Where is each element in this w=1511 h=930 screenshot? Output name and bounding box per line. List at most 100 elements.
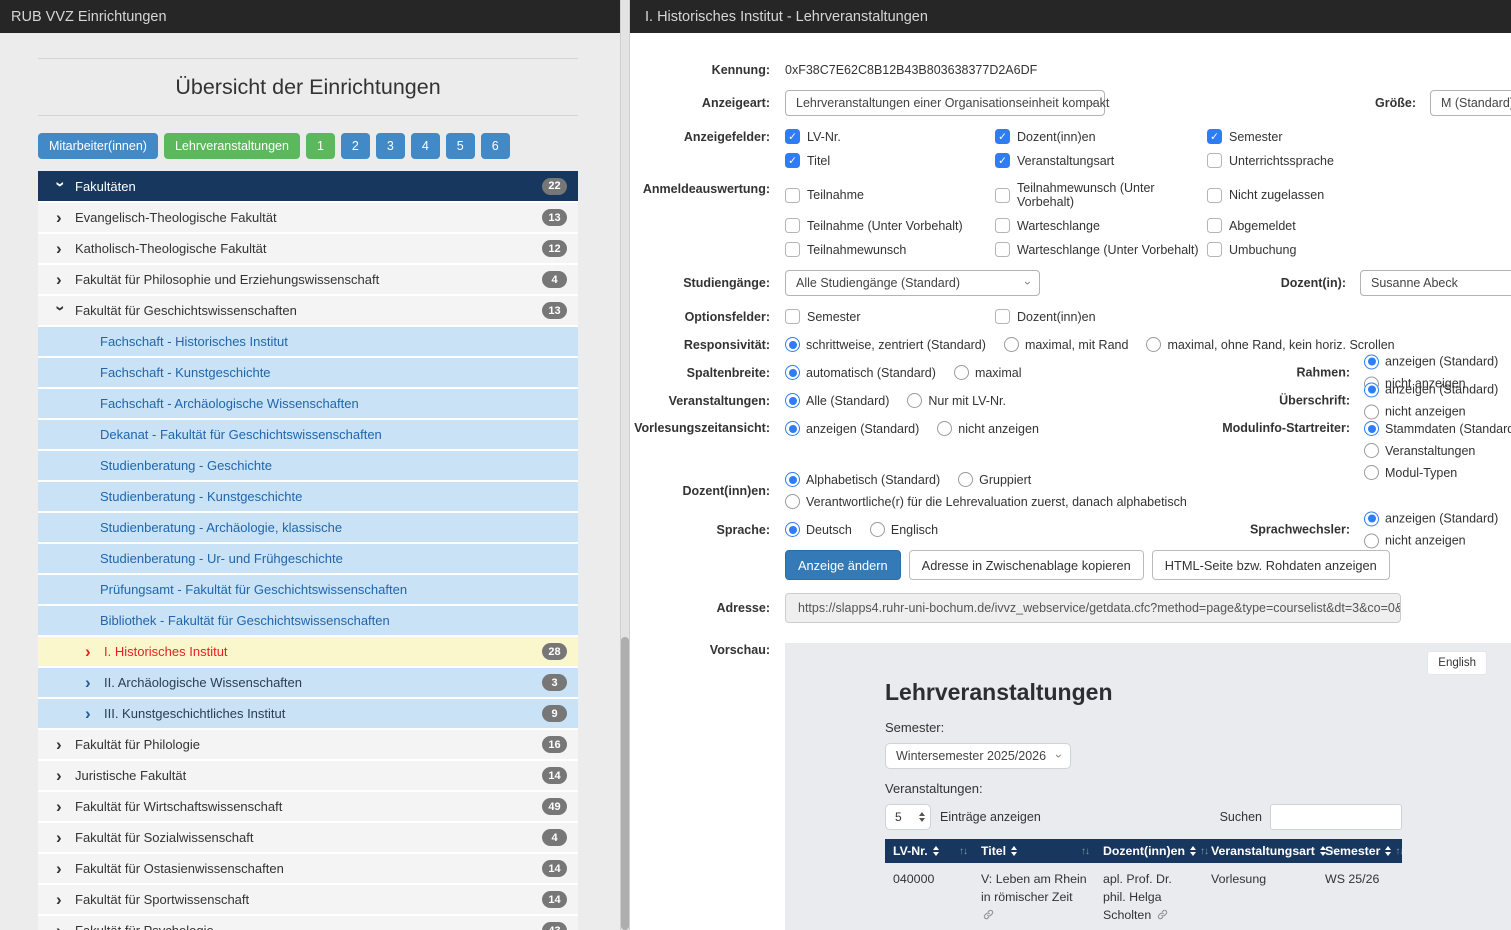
filter-button[interactable]: Lehrveranstaltungen: [163, 133, 300, 159]
checkbox[interactable]: [995, 129, 1010, 144]
radio-button[interactable]: [785, 494, 800, 509]
tree-item[interactable]: Bibliothek - Fakultät für Geschichtswiss…: [38, 606, 578, 635]
action-button[interactable]: Anzeige ändern: [785, 550, 901, 580]
scrollbar-thumb[interactable]: [621, 637, 629, 930]
tree-item[interactable]: › Juristische Fakultät 14: [38, 761, 578, 790]
radio-button[interactable]: [907, 393, 923, 408]
radio-button[interactable]: [953, 365, 969, 380]
studiengaenge-select[interactable]: Alle Studiengänge (Standard) ›: [785, 270, 1040, 296]
checkbox[interactable]: [785, 218, 800, 233]
tree-item[interactable]: Studienberatung - Ur- und Frühgeschichte: [38, 544, 578, 573]
table-column-header[interactable]: Titel ↑↓: [973, 839, 1095, 863]
radio-button[interactable]: [1364, 354, 1379, 369]
tree-item[interactable]: › Fakultät für Philosophie und Erziehungs…: [38, 265, 578, 294]
radio-button[interactable]: [1364, 443, 1379, 458]
tree-item[interactable]: › Fakultät für Wirtschaftswissenschaft 49: [38, 792, 578, 821]
tree-item[interactable]: Studienberatung - Kunstgeschichte: [38, 482, 578, 511]
filter-button[interactable]: 4: [410, 133, 440, 159]
action-button[interactable]: Adresse in Zwischenablage kopieren: [908, 550, 1144, 580]
checkbox[interactable]: [1207, 187, 1222, 203]
radio-button[interactable]: [1003, 337, 1019, 352]
tree-item[interactable]: › Fakultät für Geschichtswissenschaften 13: [38, 296, 578, 325]
checkbox[interactable]: [785, 309, 800, 324]
checkbox[interactable]: [1207, 153, 1222, 168]
radio-button[interactable]: [1364, 511, 1379, 526]
radio-button[interactable]: [958, 472, 974, 487]
radio-button[interactable]: [1364, 404, 1379, 419]
tree-item[interactable]: › II. Archäologische Wissenschaften 3: [38, 668, 578, 697]
tree-item-label: Juristische Fakultät: [75, 768, 187, 783]
checkbox[interactable]: [1207, 129, 1222, 144]
tree-item[interactable]: Fachschaft - Archäologische Wissenschaft…: [38, 389, 578, 418]
tree-item[interactable]: › III. Kunstgeschichtliches Institut 9: [38, 699, 578, 728]
adresse-url-field[interactable]: https://slapps4.ruhr-uni-bochum.de/ivvz_…: [785, 593, 1401, 623]
entries-per-page-select[interactable]: 5: [885, 804, 931, 830]
anzeigeart-select[interactable]: Lehrveranstaltungen einer Organisationse…: [785, 90, 1109, 116]
chevron-right-icon: ›: [56, 735, 62, 754]
action-button[interactable]: HTML-Seite bzw. Rohdaten anzeigen: [1151, 550, 1390, 580]
tree-item[interactable]: › Fakultät für Philologie 16: [38, 730, 578, 759]
course-title-link[interactable]: V: Leben am Rhein in römischer Zeit: [981, 872, 1087, 904]
english-button[interactable]: English: [1427, 651, 1487, 675]
radio-label: Modul-Typen: [1385, 465, 1458, 480]
checkbox[interactable]: [1207, 218, 1222, 233]
dozentin-select[interactable]: Susanne Abeck ›: [1360, 270, 1511, 296]
tree-item[interactable]: Studienberatung - Archäologie, klassisch…: [38, 513, 578, 542]
tree-item[interactable]: › Katholisch-Theologische Fakultät 12: [38, 234, 578, 263]
dozent-link[interactable]: apl. Prof. Dr. phil. Helga Scholten: [1103, 872, 1172, 922]
groesse-select[interactable]: M (Standard) ›: [1430, 90, 1511, 116]
link-icon[interactable]: [1157, 909, 1168, 920]
checkbox[interactable]: [995, 153, 1010, 168]
tree-item-label: Fakultät für Wirtschaftswissenschaft: [75, 799, 283, 814]
checkbox[interactable]: [785, 242, 800, 257]
radio-button[interactable]: [1364, 533, 1379, 548]
filter-button[interactable]: 2: [340, 133, 370, 159]
filter-button[interactable]: 5: [445, 133, 475, 159]
preview-semester-select[interactable]: Wintersemester 2025/2026 ›: [885, 743, 1072, 769]
tree-item[interactable]: Fachschaft - Kunstgeschichte: [38, 358, 578, 387]
checkbox[interactable]: [995, 242, 1010, 257]
filter-button[interactable]: 1: [305, 133, 335, 159]
checkbox[interactable]: [785, 129, 800, 144]
table-column-header[interactable]: Semester ↑↓: [1317, 839, 1404, 863]
tree-item[interactable]: Studienberatung - Geschichte: [38, 451, 578, 480]
checkbox[interactable]: [785, 187, 800, 203]
radio-button[interactable]: [785, 365, 800, 380]
table-column-header[interactable]: Veranstaltungsart ↑↓: [1203, 839, 1339, 863]
link-icon[interactable]: [983, 909, 994, 920]
table-column-header[interactable]: LV-Nr. ↑↓: [885, 839, 973, 863]
radio-button[interactable]: [785, 337, 800, 352]
preview-search-input[interactable]: [1270, 804, 1402, 830]
filter-button[interactable]: 3: [375, 133, 405, 159]
tree-item[interactable]: › Fakultät für Sportwissenschaft 14: [38, 885, 578, 914]
radio-button[interactable]: [1364, 382, 1379, 397]
radio-button[interactable]: [785, 472, 800, 487]
radio-button[interactable]: [785, 421, 800, 436]
tree-item[interactable]: › Fakultät für Psychologie 43: [38, 916, 578, 930]
tree-item[interactable]: › Fakultät für Ostasienwissenschaften 14: [38, 854, 578, 883]
radio-button[interactable]: [869, 522, 885, 537]
tree-item[interactable]: › Evangelisch-Theologische Fakultät 13: [38, 203, 578, 232]
checkbox[interactable]: [995, 218, 1010, 233]
tree-item[interactable]: › I. Historisches Institut 28: [38, 637, 578, 666]
tree-root-fakultaeten[interactable]: › Fakultäten 22: [38, 171, 578, 201]
tree-item[interactable]: Dekanat - Fakultät für Geschichtswissens…: [38, 420, 578, 449]
checkbox-label: Teilnahme: [807, 188, 864, 202]
tree-item[interactable]: › Fakultät für Sozialwissenschaft 4: [38, 823, 578, 852]
checkbox[interactable]: [995, 309, 1010, 324]
filter-button[interactable]: Mitarbeiter(innen): [38, 133, 158, 159]
checkbox[interactable]: [995, 187, 1010, 203]
checkbox[interactable]: [785, 153, 800, 168]
radio-button[interactable]: [1146, 337, 1162, 352]
radio-button[interactable]: [785, 522, 800, 537]
table-column-header[interactable]: Dozent(inn)en ↑↓: [1095, 839, 1209, 863]
filter-button[interactable]: 6: [480, 133, 510, 159]
radio-button[interactable]: [785, 393, 800, 408]
radio-button[interactable]: [1364, 465, 1379, 480]
radio-button[interactable]: [1364, 421, 1379, 436]
pane-splitter[interactable]: [620, 0, 630, 930]
tree-item[interactable]: Prüfungsamt - Fakultät für Geschichtswis…: [38, 575, 578, 604]
checkbox[interactable]: [1207, 242, 1222, 257]
radio-button[interactable]: [937, 421, 953, 436]
tree-item[interactable]: Fachschaft - Historisches Institut: [38, 327, 578, 356]
